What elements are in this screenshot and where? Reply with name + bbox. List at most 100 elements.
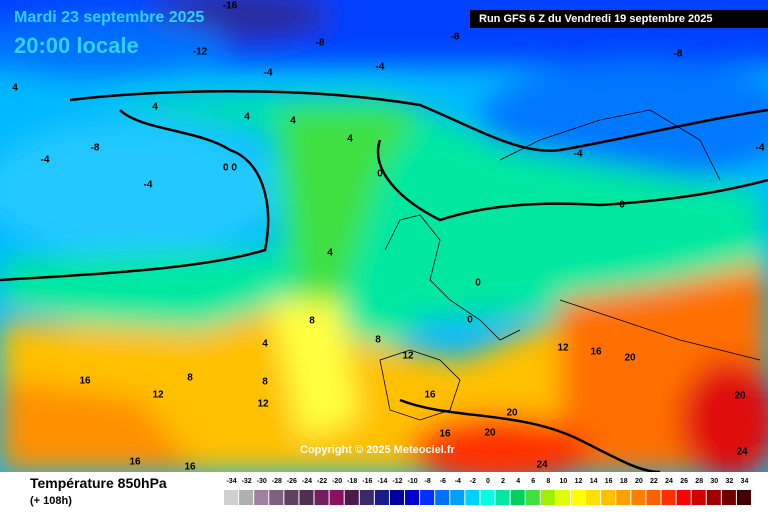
scale-swatch	[359, 490, 374, 505]
contour-label: 8	[262, 377, 268, 388]
scale-label: -28	[272, 478, 282, 485]
scale-label: -16	[362, 478, 372, 485]
scale-swatch	[525, 490, 540, 505]
scale-swatch	[405, 490, 420, 505]
scale-label: -18	[347, 478, 357, 485]
scale-label: -34	[226, 478, 236, 485]
contour-label: 4	[244, 112, 250, 123]
scale-swatch	[374, 490, 389, 505]
contour-label: -4	[144, 180, 153, 191]
contour-label: 24	[536, 460, 548, 471]
scale-swatch	[314, 490, 329, 505]
contour-label: -4	[376, 62, 385, 73]
contour-label: 20	[484, 428, 496, 439]
scale-swatch	[299, 490, 314, 505]
scale-label: 18	[620, 478, 628, 485]
scale-swatch	[510, 490, 525, 505]
scale-label: 6	[531, 478, 535, 485]
contour-label: -8	[316, 38, 325, 49]
scale-swatch	[344, 490, 359, 505]
scale-swatch	[736, 490, 751, 505]
contour-labels: -16 -8 -8 -12 -8 -4 -4 4 4 4 4 -8 -4 4 0 0 0 -4 -4 4 0 0 8 8 12…	[12, 1, 765, 473]
contour-label: 16	[184, 462, 196, 473]
scale-swatch	[269, 490, 284, 505]
scale-swatch	[631, 490, 646, 505]
contour-label: 16	[439, 429, 451, 440]
contour-label: 12	[402, 351, 414, 362]
coastlines	[379, 109, 761, 421]
scale-label: -24	[302, 478, 312, 485]
contour-label: 20	[506, 408, 518, 419]
scale-label: 8	[546, 478, 550, 485]
scale-swatch	[706, 490, 721, 505]
scale-label: -30	[257, 478, 267, 485]
scale-swatch	[495, 490, 510, 505]
scale-label: 26	[680, 478, 688, 485]
run-banner	[470, 10, 768, 28]
contour-label: 12	[152, 390, 164, 401]
run-info: Run GFS 6 Z du Vendredi 19 septembre 202…	[479, 13, 713, 25]
contour-label: -4	[756, 143, 765, 154]
contour-label: -4	[574, 149, 583, 160]
scale-label: 10	[560, 478, 568, 485]
contour-label: 16	[424, 390, 436, 401]
scale-swatch	[239, 490, 254, 505]
footer-lead: (+ 108h)	[30, 495, 72, 507]
scale-label: -20	[332, 478, 342, 485]
contour-label: 12	[557, 343, 569, 354]
scale-label: -14	[377, 478, 387, 485]
scale-label: 0	[486, 478, 490, 485]
contour-label: 0	[475, 278, 481, 289]
contour-label: -8	[451, 32, 460, 43]
scale-swatch	[420, 490, 435, 505]
contour-label: 20	[624, 353, 636, 364]
scale-swatch	[480, 490, 495, 505]
contour-label: 4	[12, 83, 18, 94]
contour-label: 4	[290, 116, 296, 127]
scale-label: 24	[665, 478, 673, 485]
contour-label: 8	[309, 316, 315, 327]
scale-label: -12	[392, 478, 402, 485]
scale-swatch	[676, 490, 691, 505]
scale-swatch	[721, 490, 736, 505]
scale-label: 12	[575, 478, 583, 485]
scale-label: 20	[635, 478, 643, 485]
contour-label: 0	[467, 315, 473, 326]
contour-label: 24	[736, 447, 748, 458]
footer-title: Température 850hPa	[30, 475, 167, 491]
contour-label: 0 0	[223, 163, 237, 174]
forecast-time: 20:00 locale	[14, 33, 139, 58]
scale-label: -32	[242, 478, 252, 485]
contour-label: 8	[187, 373, 193, 384]
scale-label: 14	[590, 478, 598, 485]
scale-label: -4	[455, 478, 461, 485]
contour-label: 0	[619, 200, 625, 211]
scale-label: -8	[425, 478, 431, 485]
scale-label: 34	[741, 478, 749, 485]
scale-label: -26	[287, 478, 297, 485]
scale-label: 28	[695, 478, 703, 485]
scale-label: 30	[710, 478, 718, 485]
scale-label: 16	[605, 478, 613, 485]
scale-swatch	[646, 490, 661, 505]
contour-label: 0	[377, 169, 383, 180]
contour-label: -4	[41, 155, 50, 166]
contour-label: -16	[223, 1, 238, 12]
scale-label: -22	[317, 478, 327, 485]
scale-swatch	[691, 490, 706, 505]
scale-swatch	[450, 490, 465, 505]
scale-label: 4	[516, 478, 520, 485]
scale-swatch	[224, 490, 239, 505]
scale-swatch	[284, 490, 299, 505]
contour-label: 20	[734, 391, 746, 402]
scale-swatch	[540, 490, 555, 505]
scale-swatch	[555, 490, 570, 505]
copyright: Copyright © 2025 Meteociel.fr	[300, 444, 456, 456]
contour-label: 4	[262, 339, 268, 350]
scale-swatch	[254, 490, 269, 505]
contour-label: 12	[257, 399, 269, 410]
scale-swatch	[616, 490, 631, 505]
color-scale: -34 -32 -30 -28 -26 -24 -22 -20 -18 -16 -14 -12 -10-…	[224, 478, 751, 505]
scale-swatch	[329, 490, 344, 505]
contour-label: 4	[152, 102, 158, 113]
